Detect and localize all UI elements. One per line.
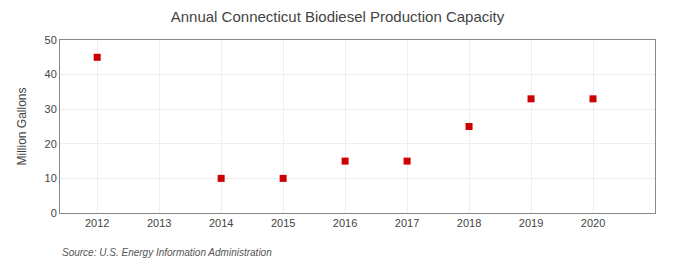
svg-text:2016: 2016 (333, 217, 357, 229)
svg-text:0: 0 (51, 207, 57, 219)
svg-text:20: 20 (45, 138, 57, 150)
svg-text:2017: 2017 (395, 217, 419, 229)
svg-text:Annual Connecticut Biodiesel P: Annual Connecticut Biodiesel Production … (171, 8, 505, 25)
svg-text:2012: 2012 (85, 217, 109, 229)
svg-text:2019: 2019 (519, 217, 543, 229)
svg-text:2020: 2020 (581, 217, 605, 229)
svg-text:2014: 2014 (209, 217, 233, 229)
svg-text:2015: 2015 (271, 217, 295, 229)
svg-text:40: 40 (45, 68, 57, 80)
svg-text:Source: U.S. Energy Informatio: Source: U.S. Energy Information Administ… (62, 247, 272, 258)
svg-text:2013: 2013 (147, 217, 171, 229)
svg-text:30: 30 (45, 103, 57, 115)
svg-text:50: 50 (45, 34, 57, 46)
svg-text:10: 10 (45, 172, 57, 184)
svg-text:2018: 2018 (457, 217, 481, 229)
svg-text:Million Gallons: Million Gallons (15, 87, 29, 165)
